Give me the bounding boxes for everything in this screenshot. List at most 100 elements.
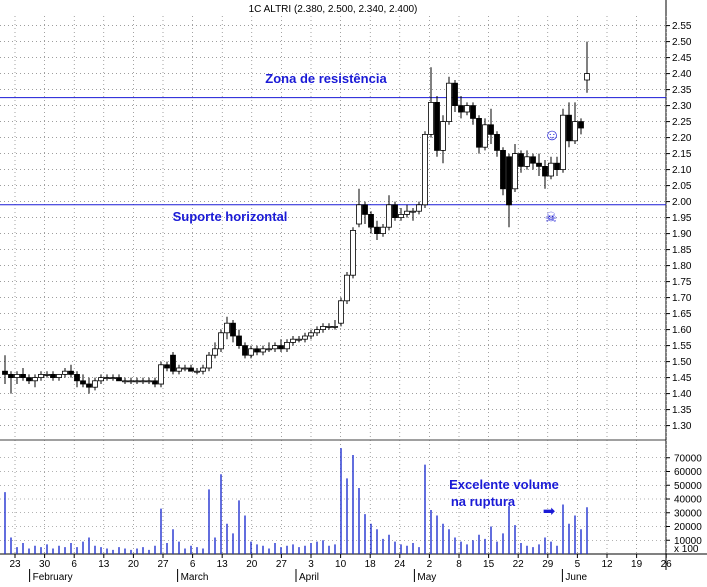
price-tick-label: 2.25 bbox=[672, 117, 692, 128]
price-tick-label: 2.05 bbox=[672, 181, 692, 192]
candle-up bbox=[56, 373, 62, 378]
horizontal-lines-layer bbox=[0, 97, 666, 206]
price-tick-label: 1.50 bbox=[672, 357, 692, 368]
candle-up bbox=[194, 370, 200, 373]
candle-down bbox=[68, 370, 74, 375]
date-tick-label: 24 bbox=[394, 559, 406, 570]
candle-down bbox=[164, 364, 170, 369]
candle-up bbox=[320, 325, 326, 330]
candle-up bbox=[338, 300, 344, 324]
candle-up bbox=[38, 373, 44, 378]
date-tick-label: 27 bbox=[276, 559, 288, 570]
candle-up bbox=[272, 345, 278, 350]
chart-title: 1C ALTRI (2.380, 2.500, 2.340, 2.400) bbox=[249, 4, 418, 15]
volume-label-line2: na ruptura bbox=[451, 494, 516, 509]
date-tick-label: 13 bbox=[98, 559, 110, 570]
price-tick-label: 1.80 bbox=[672, 261, 692, 272]
candle-up bbox=[524, 156, 530, 167]
candle-down bbox=[488, 124, 494, 135]
candle-down bbox=[50, 373, 56, 378]
date-tick-label: 3 bbox=[308, 559, 314, 570]
candle-down bbox=[536, 162, 542, 167]
candle-down bbox=[554, 162, 560, 170]
grid-layer bbox=[0, 0, 707, 570]
candle-up bbox=[422, 133, 428, 206]
candle-up bbox=[104, 377, 110, 380]
candle-down bbox=[254, 348, 260, 353]
date-tick-label: 23 bbox=[9, 559, 21, 570]
date-tick-label: 15 bbox=[483, 559, 495, 570]
candle-down bbox=[458, 105, 464, 113]
price-tick-label: 1.70 bbox=[672, 293, 692, 304]
date-tick-label: 22 bbox=[513, 559, 525, 570]
price-tick-label: 1.40 bbox=[672, 389, 692, 400]
date-tick-label: 5 bbox=[575, 559, 581, 570]
candle-up bbox=[122, 380, 128, 383]
price-tick-label: 1.35 bbox=[672, 405, 692, 416]
candle-down bbox=[230, 322, 236, 337]
price-tick-label: 1.45 bbox=[672, 373, 692, 384]
candles-layer bbox=[2, 41, 590, 394]
candle-down bbox=[452, 82, 458, 106]
candle-up bbox=[308, 332, 314, 337]
volume-tick-label: 50000 bbox=[674, 481, 702, 492]
candle-up bbox=[224, 322, 230, 334]
candle-up bbox=[44, 373, 50, 376]
candle-down bbox=[494, 133, 500, 151]
candle-down bbox=[8, 373, 14, 378]
candle-up bbox=[140, 380, 146, 383]
candle-down bbox=[500, 149, 506, 190]
candle-down bbox=[152, 380, 158, 385]
candle-up bbox=[98, 377, 104, 382]
candle-down bbox=[20, 373, 26, 378]
arrow-right-icon: ➡ bbox=[543, 503, 556, 520]
price-tick-label: 1.65 bbox=[672, 309, 692, 320]
candle-down bbox=[116, 377, 122, 382]
candle-up bbox=[404, 210, 410, 215]
candle-up bbox=[380, 226, 386, 234]
candle-up bbox=[182, 367, 188, 370]
candle-up bbox=[290, 338, 296, 343]
price-tick-label: 1.85 bbox=[672, 245, 692, 256]
candle-down bbox=[2, 370, 8, 375]
candle-up bbox=[134, 380, 140, 383]
annotation-layer: Zona de resistência Suporte horizontal E… bbox=[173, 71, 561, 520]
date-tick-label: 13 bbox=[217, 559, 229, 570]
candle-down bbox=[242, 345, 248, 356]
candle-up bbox=[158, 364, 164, 385]
candle-up bbox=[572, 121, 578, 142]
date-tick-label: 29 bbox=[542, 559, 554, 570]
price-tick-label: 1.95 bbox=[672, 213, 692, 224]
price-tick-label: 2.45 bbox=[672, 53, 692, 64]
candle-down bbox=[542, 165, 548, 177]
candle-up bbox=[248, 348, 254, 356]
date-tick-label: 10 bbox=[335, 559, 347, 570]
date-tick-label: 20 bbox=[246, 559, 258, 570]
candle-down bbox=[392, 204, 398, 219]
candle-up bbox=[212, 348, 218, 356]
candle-up bbox=[260, 348, 266, 353]
price-tick-label: 1.55 bbox=[672, 341, 692, 352]
volume-layer bbox=[4, 448, 588, 554]
candle-down bbox=[374, 226, 380, 234]
date-tick-label: 27 bbox=[157, 559, 169, 570]
price-tick-label: 1.60 bbox=[672, 325, 692, 336]
volume-tick-label: 30000 bbox=[674, 508, 702, 519]
candle-down bbox=[518, 153, 524, 167]
candle-up bbox=[410, 210, 416, 213]
candle-down bbox=[278, 345, 284, 350]
date-tick-label: 26 bbox=[661, 559, 673, 570]
support-label: Suporte horizontal bbox=[173, 209, 288, 224]
candle-up bbox=[110, 377, 116, 380]
candle-up bbox=[350, 229, 356, 276]
candle-down bbox=[470, 105, 476, 119]
volume-tick-label: 20000 bbox=[674, 522, 702, 533]
month-label: May bbox=[417, 572, 436, 582]
candle-down bbox=[188, 367, 194, 372]
volume-unit-label: x 100 bbox=[674, 544, 699, 555]
price-tick-label: 2.35 bbox=[672, 85, 692, 96]
candle-up bbox=[386, 204, 392, 228]
candle-up bbox=[128, 380, 134, 383]
